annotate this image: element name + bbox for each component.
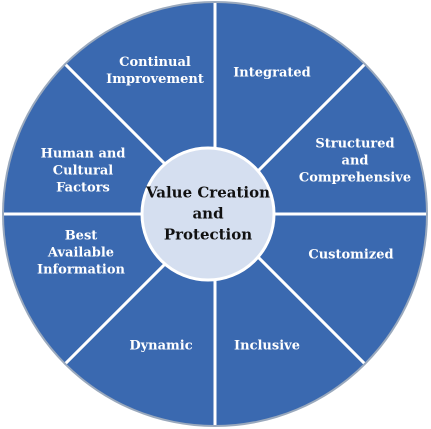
center-hub xyxy=(140,146,276,282)
